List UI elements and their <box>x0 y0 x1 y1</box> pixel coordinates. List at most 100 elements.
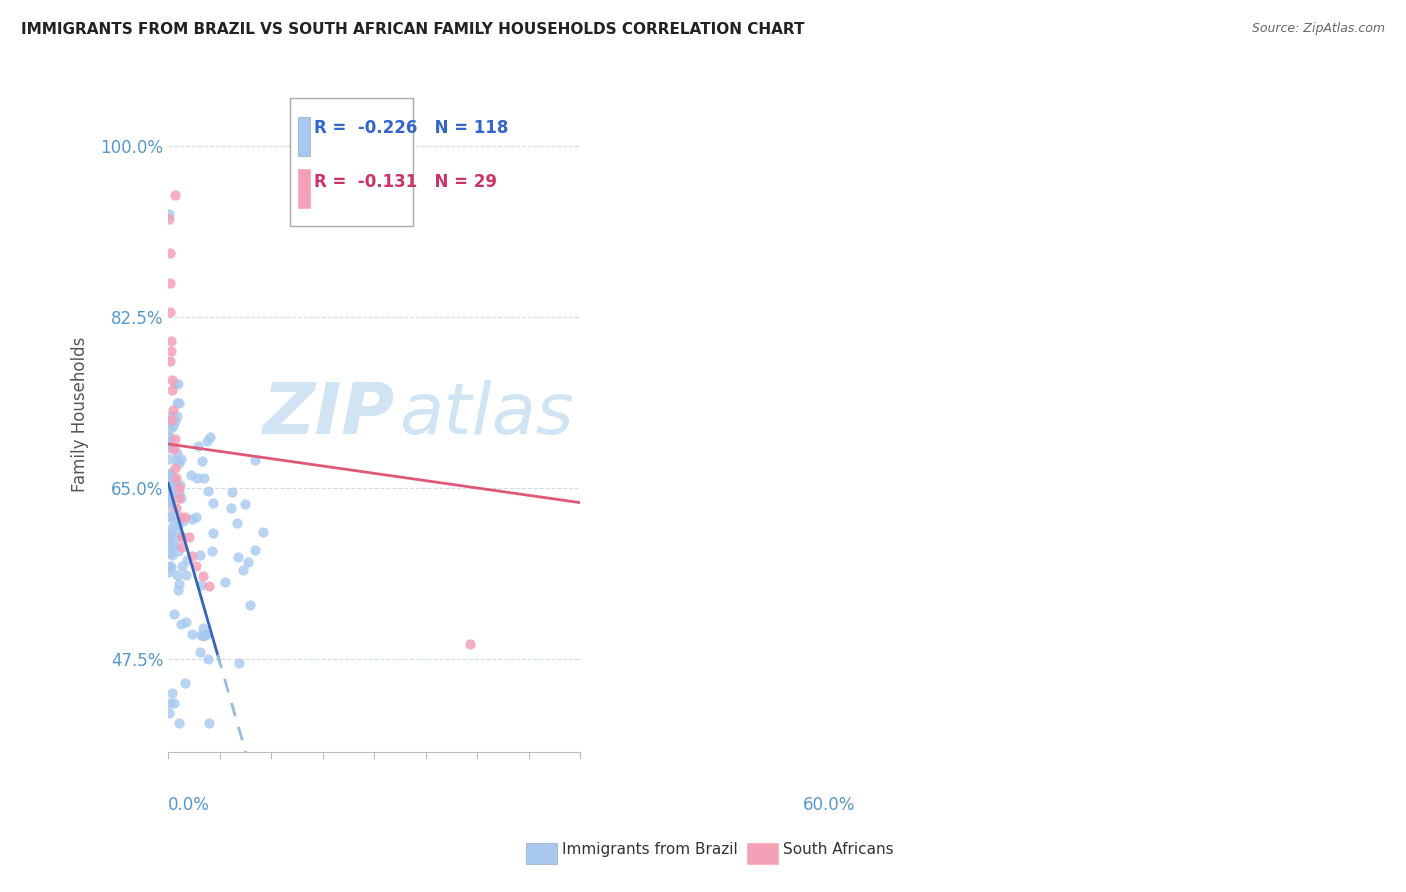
Point <box>460 637 482 651</box>
Point <box>157 467 180 481</box>
Point <box>181 627 204 641</box>
FancyBboxPatch shape <box>290 98 413 226</box>
Point <box>159 354 181 368</box>
FancyBboxPatch shape <box>298 117 309 156</box>
Point <box>197 483 219 498</box>
Point <box>197 626 219 640</box>
Point <box>159 499 181 513</box>
Text: R =  -0.226   N = 118: R = -0.226 N = 118 <box>314 119 508 137</box>
Point <box>198 429 221 443</box>
Point <box>219 501 242 516</box>
Point <box>201 526 224 541</box>
Point <box>163 376 186 391</box>
Text: ZIP: ZIP <box>263 380 395 450</box>
Point <box>157 483 180 498</box>
Point <box>159 528 181 542</box>
Point <box>157 706 180 720</box>
Point <box>157 492 180 507</box>
Point <box>157 476 180 491</box>
Point <box>170 491 193 506</box>
Point <box>160 383 183 397</box>
Point <box>159 466 181 480</box>
Point <box>167 491 190 505</box>
Point <box>174 568 197 582</box>
Point <box>159 305 181 319</box>
Point <box>174 676 197 690</box>
Text: Immigrants from Brazil: Immigrants from Brazil <box>562 842 738 857</box>
Point <box>165 461 187 475</box>
Point <box>166 583 188 598</box>
Point <box>163 442 186 456</box>
Point <box>160 488 183 502</box>
Point <box>170 530 193 544</box>
Point <box>157 451 180 466</box>
Point <box>180 467 202 482</box>
Point <box>198 715 221 730</box>
Point <box>169 451 191 466</box>
Point <box>163 533 186 548</box>
Point <box>184 559 207 574</box>
Text: 60.0%: 60.0% <box>803 796 855 814</box>
Point <box>159 495 181 509</box>
Point <box>159 439 181 453</box>
Point <box>160 559 183 574</box>
Point <box>190 627 212 641</box>
Text: South Africans: South Africans <box>783 842 894 857</box>
Point <box>167 456 190 470</box>
Point <box>167 577 190 591</box>
Point <box>159 533 181 547</box>
Point <box>162 374 184 388</box>
Point <box>157 478 180 492</box>
Point <box>160 478 183 492</box>
Point <box>191 629 214 643</box>
Point <box>167 544 190 558</box>
Point <box>165 432 187 446</box>
Point <box>167 395 190 409</box>
Point <box>162 418 184 433</box>
Point <box>159 422 181 436</box>
Point <box>159 526 181 541</box>
Point <box>157 434 180 449</box>
Point <box>159 509 181 524</box>
Point <box>157 207 180 221</box>
Point <box>191 454 214 468</box>
Point <box>181 549 204 564</box>
Point <box>202 496 225 510</box>
Point <box>157 482 180 496</box>
Point <box>198 579 221 593</box>
Point <box>174 510 197 524</box>
Point <box>157 212 180 227</box>
Point <box>181 512 204 526</box>
Point <box>170 617 193 632</box>
Point <box>233 497 256 511</box>
Point <box>162 402 184 417</box>
Point <box>167 524 190 539</box>
Point <box>184 510 207 524</box>
Point <box>163 696 186 710</box>
Point <box>197 652 219 666</box>
Point <box>167 517 190 532</box>
Point <box>193 471 215 485</box>
Point <box>163 516 186 530</box>
Point <box>167 486 190 500</box>
Point <box>157 537 180 551</box>
Y-axis label: Family Households: Family Households <box>72 337 89 492</box>
Text: atlas: atlas <box>399 380 574 450</box>
Point <box>159 696 181 710</box>
Point <box>157 475 180 489</box>
Point <box>165 500 187 515</box>
Point <box>159 522 181 536</box>
Point <box>191 569 214 583</box>
Point <box>201 544 224 558</box>
Point <box>166 409 188 424</box>
Point <box>195 434 218 448</box>
Point <box>190 578 212 592</box>
Point <box>157 430 180 444</box>
Point <box>228 656 250 670</box>
Point <box>160 548 183 562</box>
Point <box>174 615 197 629</box>
Point <box>157 467 180 482</box>
Point <box>167 481 190 495</box>
Point <box>177 530 200 544</box>
Point <box>157 442 180 456</box>
